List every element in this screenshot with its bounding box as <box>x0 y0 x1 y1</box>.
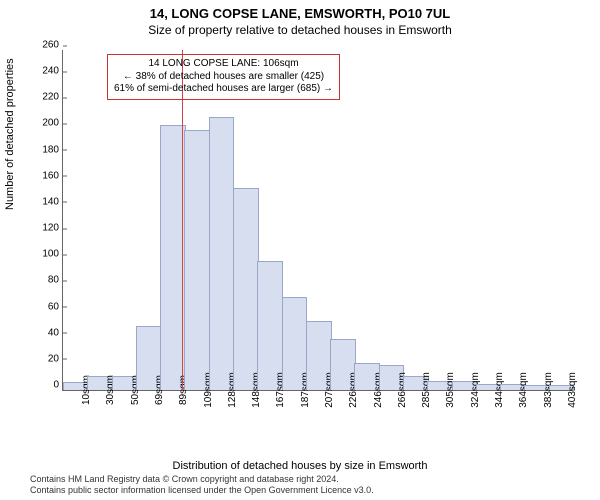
histogram-bar <box>184 130 210 390</box>
annot-line3: 61% of semi-detached houses are larger (… <box>114 83 333 96</box>
chart-container: 14, LONG COPSE LANE, EMSWORTH, PO10 7UL … <box>0 0 600 500</box>
x-tick: 324sqm <box>464 372 481 408</box>
annot-line1: 14 LONG COPSE LANE: 106sqm <box>114 58 333 71</box>
x-tick: 344sqm <box>488 372 505 408</box>
y-tick: 60 <box>48 301 63 312</box>
histogram-bar <box>257 261 283 390</box>
y-tick: 140 <box>42 196 63 207</box>
annotation-box: 14 LONG COPSE LANE: 106sqm← 38% of detac… <box>107 54 340 100</box>
y-tick: 0 <box>53 380 63 391</box>
x-tick: 305sqm <box>439 372 456 408</box>
y-tick: 80 <box>48 275 63 286</box>
y-tick: 120 <box>42 223 63 234</box>
chart-subtitle: Size of property relative to detached ho… <box>0 21 600 37</box>
x-axis-label: Distribution of detached houses by size … <box>0 460 600 472</box>
y-tick: 220 <box>42 92 63 103</box>
reference-line <box>182 50 183 390</box>
x-tick: 403sqm <box>561 372 578 408</box>
chart-title: 14, LONG COPSE LANE, EMSWORTH, PO10 7UL <box>0 0 600 21</box>
y-tick: 40 <box>48 327 63 338</box>
y-tick: 20 <box>48 353 63 364</box>
x-tick: 285sqm <box>415 372 432 408</box>
footer-line1: Contains HM Land Registry data © Crown c… <box>30 474 374 485</box>
histogram-bar <box>209 117 235 390</box>
histogram-bar <box>233 188 259 390</box>
y-tick: 180 <box>42 144 63 155</box>
y-axis-label: Number of detached properties <box>4 58 16 210</box>
y-tick: 240 <box>42 66 63 77</box>
y-tick: 200 <box>42 118 63 129</box>
footer-line2: Contains public sector information licen… <box>30 485 374 496</box>
annot-line2: ← 38% of detached houses are smaller (42… <box>114 71 333 84</box>
y-tick: 260 <box>42 40 63 51</box>
plot-area: 02040608010012014016018020022024026010sq… <box>62 50 573 391</box>
y-tick: 160 <box>42 170 63 181</box>
x-tick: 364sqm <box>512 372 529 408</box>
footer-attribution: Contains HM Land Registry data © Crown c… <box>30 474 374 496</box>
x-tick: 383sqm <box>537 372 554 408</box>
y-tick: 100 <box>42 249 63 260</box>
